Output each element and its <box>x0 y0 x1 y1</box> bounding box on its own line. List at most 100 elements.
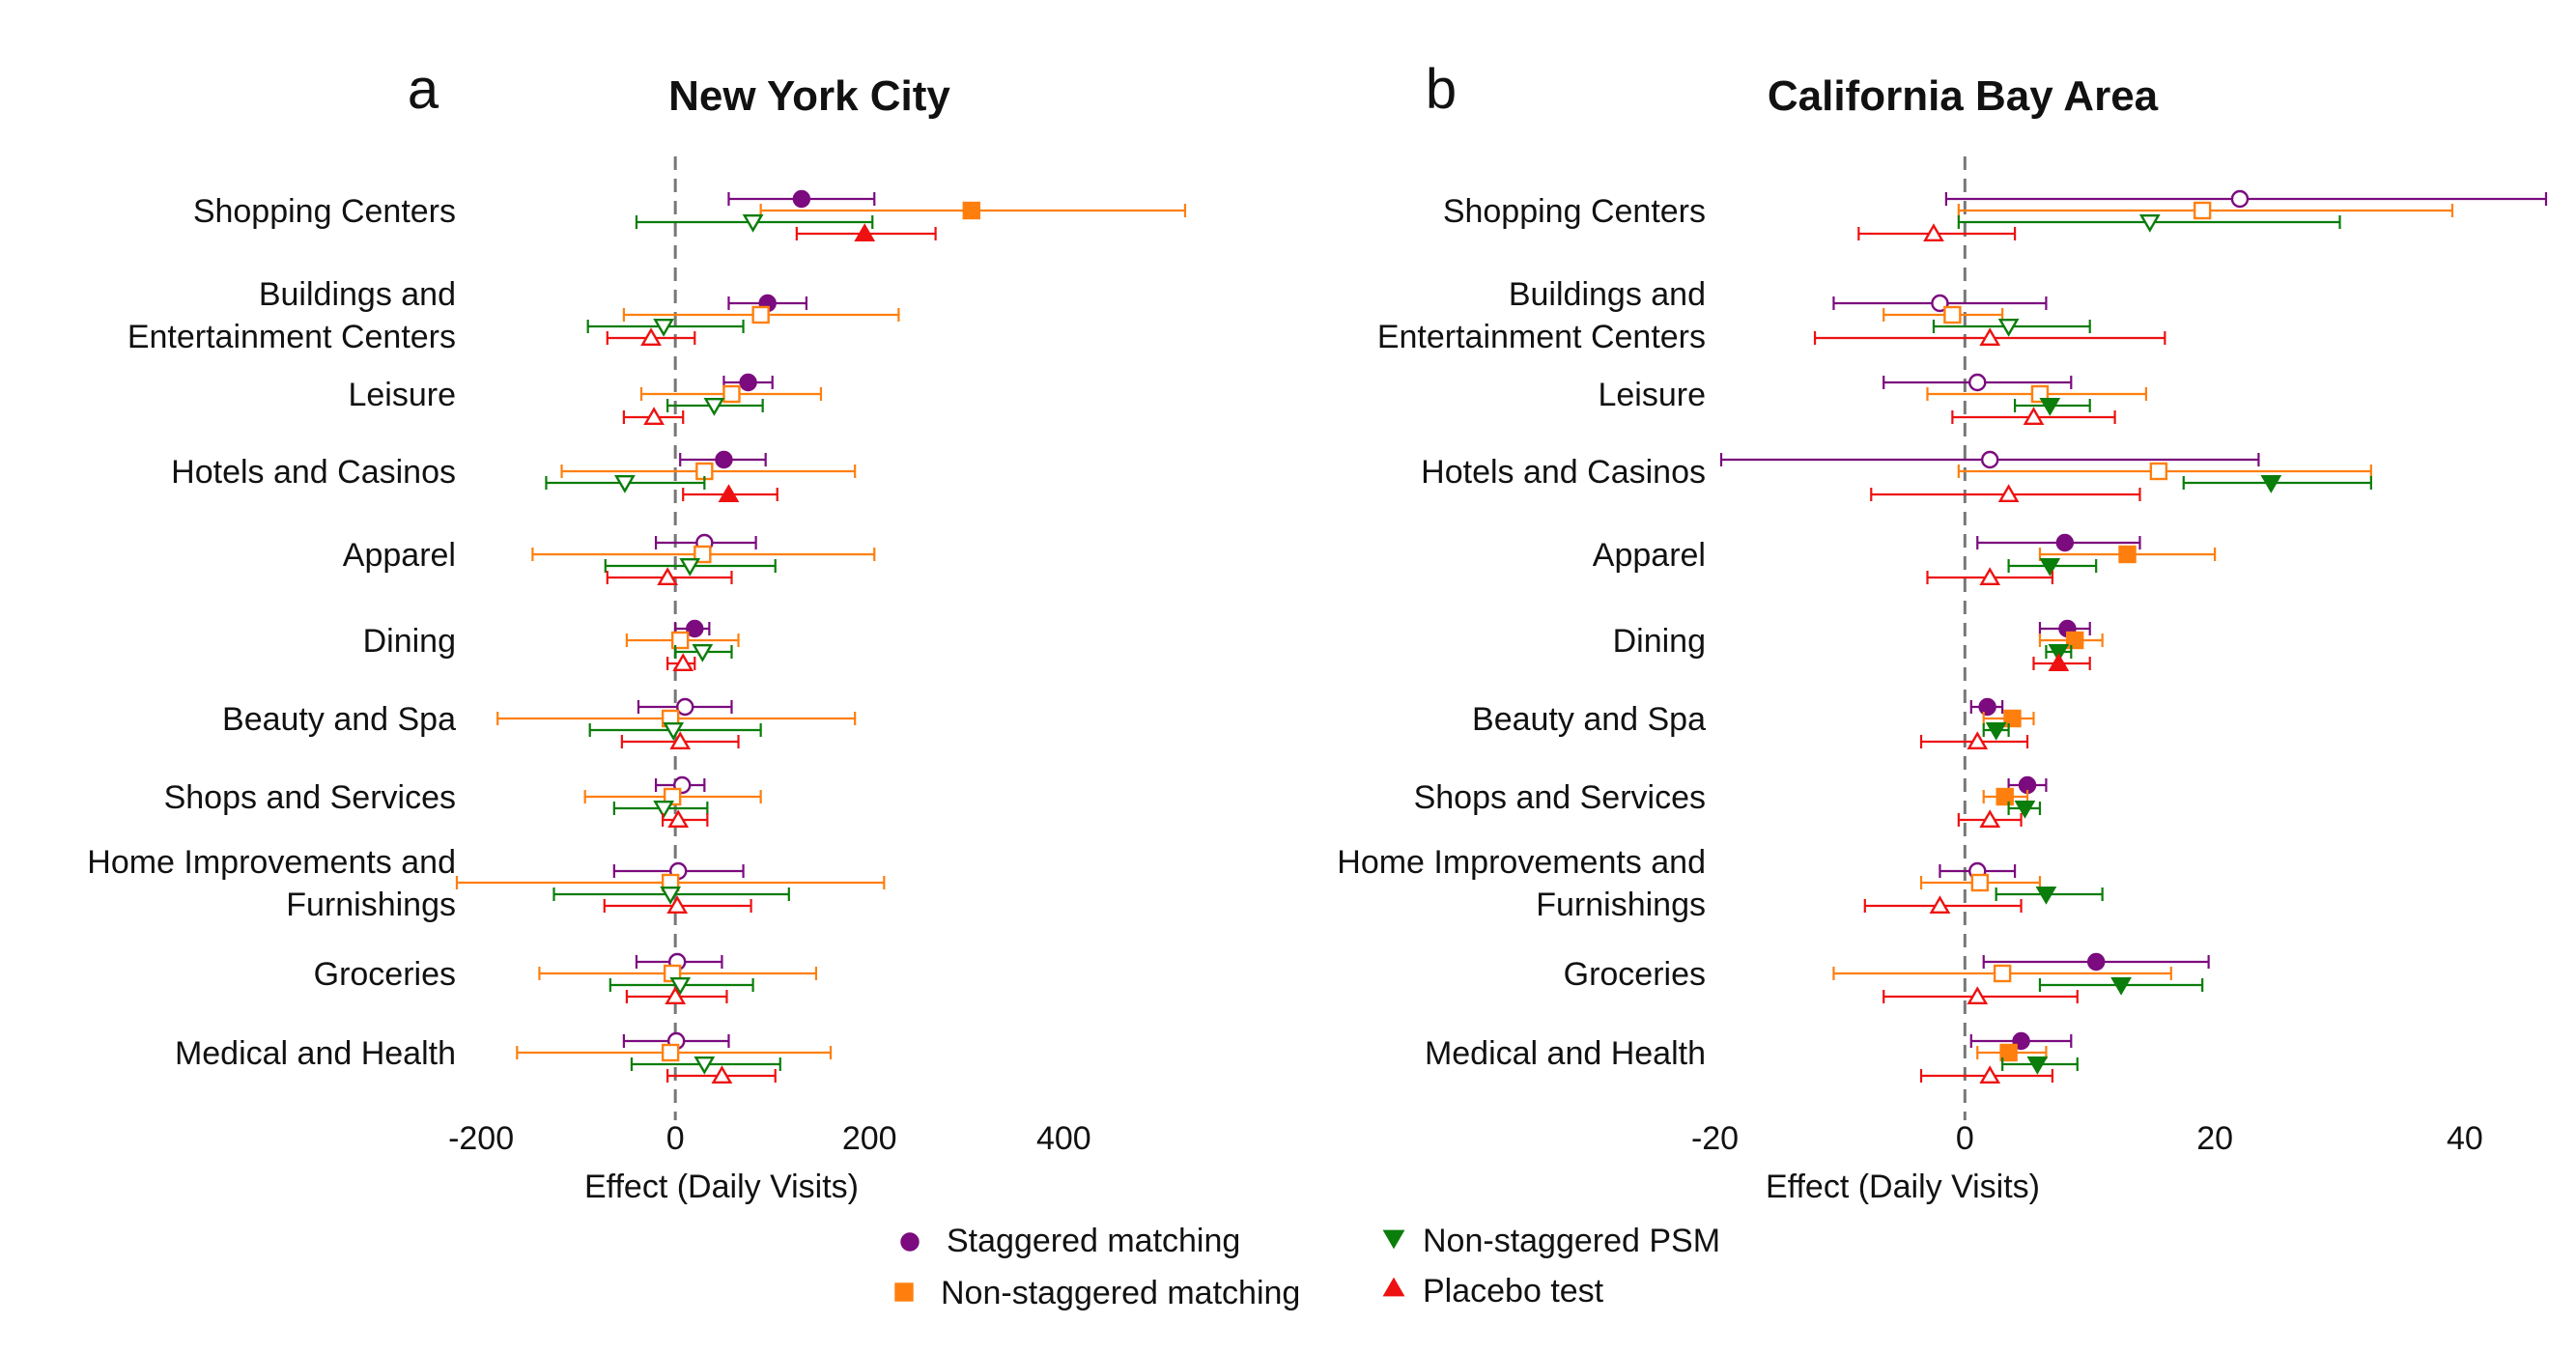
marker-square <box>962 201 980 220</box>
category-label-line: Dining <box>1613 623 1706 660</box>
category-label-line: Groceries <box>314 956 456 993</box>
category-label-line: Shopping Centers <box>1443 193 1706 230</box>
category-label: Groceries <box>1564 956 1706 993</box>
marker-square <box>2118 545 2137 564</box>
marker-triangle-up <box>1979 567 2001 585</box>
marker-triangle-up <box>1923 223 1944 242</box>
marker-circle <box>676 697 694 717</box>
x-tick-label: 40 <box>2447 1120 2483 1157</box>
marker-circle <box>1968 373 1987 392</box>
category-label-line: Hotels and Casinos <box>1421 454 1706 491</box>
marker-square <box>751 305 770 324</box>
panel-title: California Bay Area <box>1768 72 2159 120</box>
marker-triangle-up <box>854 223 876 242</box>
series-psm <box>1932 213 2372 1075</box>
legend: Staggered matching Non-staggered matchin… <box>894 1223 1720 1311</box>
category-label: Home Improvements and Furnishings <box>1337 844 1706 923</box>
marker-triangle-up <box>666 895 689 914</box>
marker-triangle-up <box>657 567 679 585</box>
category-label-line: Shops and Services <box>1414 779 1706 816</box>
category-label-line: Beauty and Spa <box>222 701 456 738</box>
category-label: Beauty and Spa <box>222 701 456 738</box>
category-label-line: Furnishings <box>286 887 456 923</box>
category-label: Medical and Health <box>1425 1035 1706 1072</box>
category-label-line: Buildings and <box>1509 276 1706 313</box>
marker-square <box>722 384 741 404</box>
series-psm <box>545 213 874 1075</box>
category-label-line: Home Improvements and <box>1337 844 1706 881</box>
category-label: Apparel <box>1593 537 1706 574</box>
category-label-line: Buildings and <box>259 276 456 313</box>
legend-entry-non-staggered-psm: Non-staggered PSM <box>1382 1223 1720 1259</box>
marker-triangle-up <box>2023 407 2045 425</box>
x-tick-label: 200 <box>842 1120 897 1157</box>
legend-marker-circle <box>900 1232 920 1252</box>
panel-letter: a <box>408 58 439 121</box>
legend-marker-triangle-down <box>1382 1229 1405 1250</box>
category-label: Hotels and Casinos <box>1421 454 1706 491</box>
marker-triangle-down <box>1997 319 2020 337</box>
category-label: Buildings and Entertainment Centers <box>1377 276 1706 355</box>
marker-circle <box>739 373 757 392</box>
category-label-line: Shops and Services <box>164 779 456 816</box>
x-tick-label: 400 <box>1036 1120 1091 1157</box>
marker-triangle-up <box>2048 653 2070 671</box>
series-placebo <box>1813 223 2166 1084</box>
category-label: Medical and Health <box>175 1035 456 1072</box>
legend-entry-staggered: Staggered matching <box>900 1223 1240 1259</box>
marker-triangle-up <box>1967 731 1989 749</box>
marker-triangle-up <box>1979 809 2001 828</box>
x-axis-title: Effect (Daily Visits) <box>584 1169 859 1205</box>
marker-square <box>2149 462 2168 481</box>
marker-triangle-up <box>1929 895 1951 914</box>
legend-label: Non-staggered PSM <box>1423 1223 1720 1259</box>
marker-triangle-down <box>653 801 674 819</box>
marker-square <box>1943 305 1962 324</box>
marker-triangle-down <box>660 887 682 905</box>
marker-circle <box>2230 189 2250 209</box>
x-tick-label: -20 <box>1691 1120 1739 1157</box>
category-label-line: Dining <box>363 623 456 660</box>
category-label: Shopping Centers <box>1443 193 1706 230</box>
legend-label: Staggered matching <box>947 1223 1240 1259</box>
marker-square <box>671 631 690 650</box>
marker-triangle-up <box>667 809 690 828</box>
marker-circle <box>792 189 811 209</box>
series-nonstag <box>455 201 1187 1062</box>
marker-triangle-down <box>679 558 701 577</box>
marker-triangle-up <box>643 407 665 425</box>
marker-circle <box>1980 450 1999 469</box>
marker-circle <box>715 450 733 469</box>
category-label: Leisure <box>348 377 456 413</box>
marker-triangle-up <box>711 1065 733 1084</box>
marker-triangle-down <box>694 1056 716 1075</box>
category-label-line: Groceries <box>1564 956 1706 993</box>
marker-triangle-up <box>669 731 692 749</box>
marker-circle <box>2055 533 2075 552</box>
category-label: Hotels and Casinos <box>171 454 456 491</box>
marker-square <box>1999 1043 2018 1062</box>
category-label-line: Home Improvements and <box>87 844 456 881</box>
marker-triangle-down <box>2048 644 2070 662</box>
marker-triangle-down <box>1985 722 2007 741</box>
legend-marker-triangle-up <box>1382 1277 1405 1297</box>
marker-square <box>1970 873 1990 892</box>
category-label: Shops and Services <box>164 779 456 816</box>
marker-triangle-up <box>1979 327 2001 346</box>
category-label: Apparel <box>343 537 456 574</box>
category-label-line: Apparel <box>343 537 456 574</box>
marker-square <box>1996 787 2014 806</box>
marker-triangle-down <box>2039 558 2061 577</box>
marker-triangle-down <box>742 213 764 233</box>
marker-triangle-down <box>2260 475 2282 493</box>
marker-triangle-up <box>640 327 662 346</box>
marker-triangle-down <box>2138 213 2161 233</box>
marker-triangle-up <box>672 653 694 671</box>
series-staggered <box>1719 189 2548 1051</box>
marker-square <box>2193 201 2212 220</box>
marker-triangle-down <box>2026 1056 2049 1075</box>
series-placebo <box>603 223 937 1084</box>
marker-square <box>1993 964 2012 983</box>
marker-triangle-up <box>1997 484 2020 502</box>
